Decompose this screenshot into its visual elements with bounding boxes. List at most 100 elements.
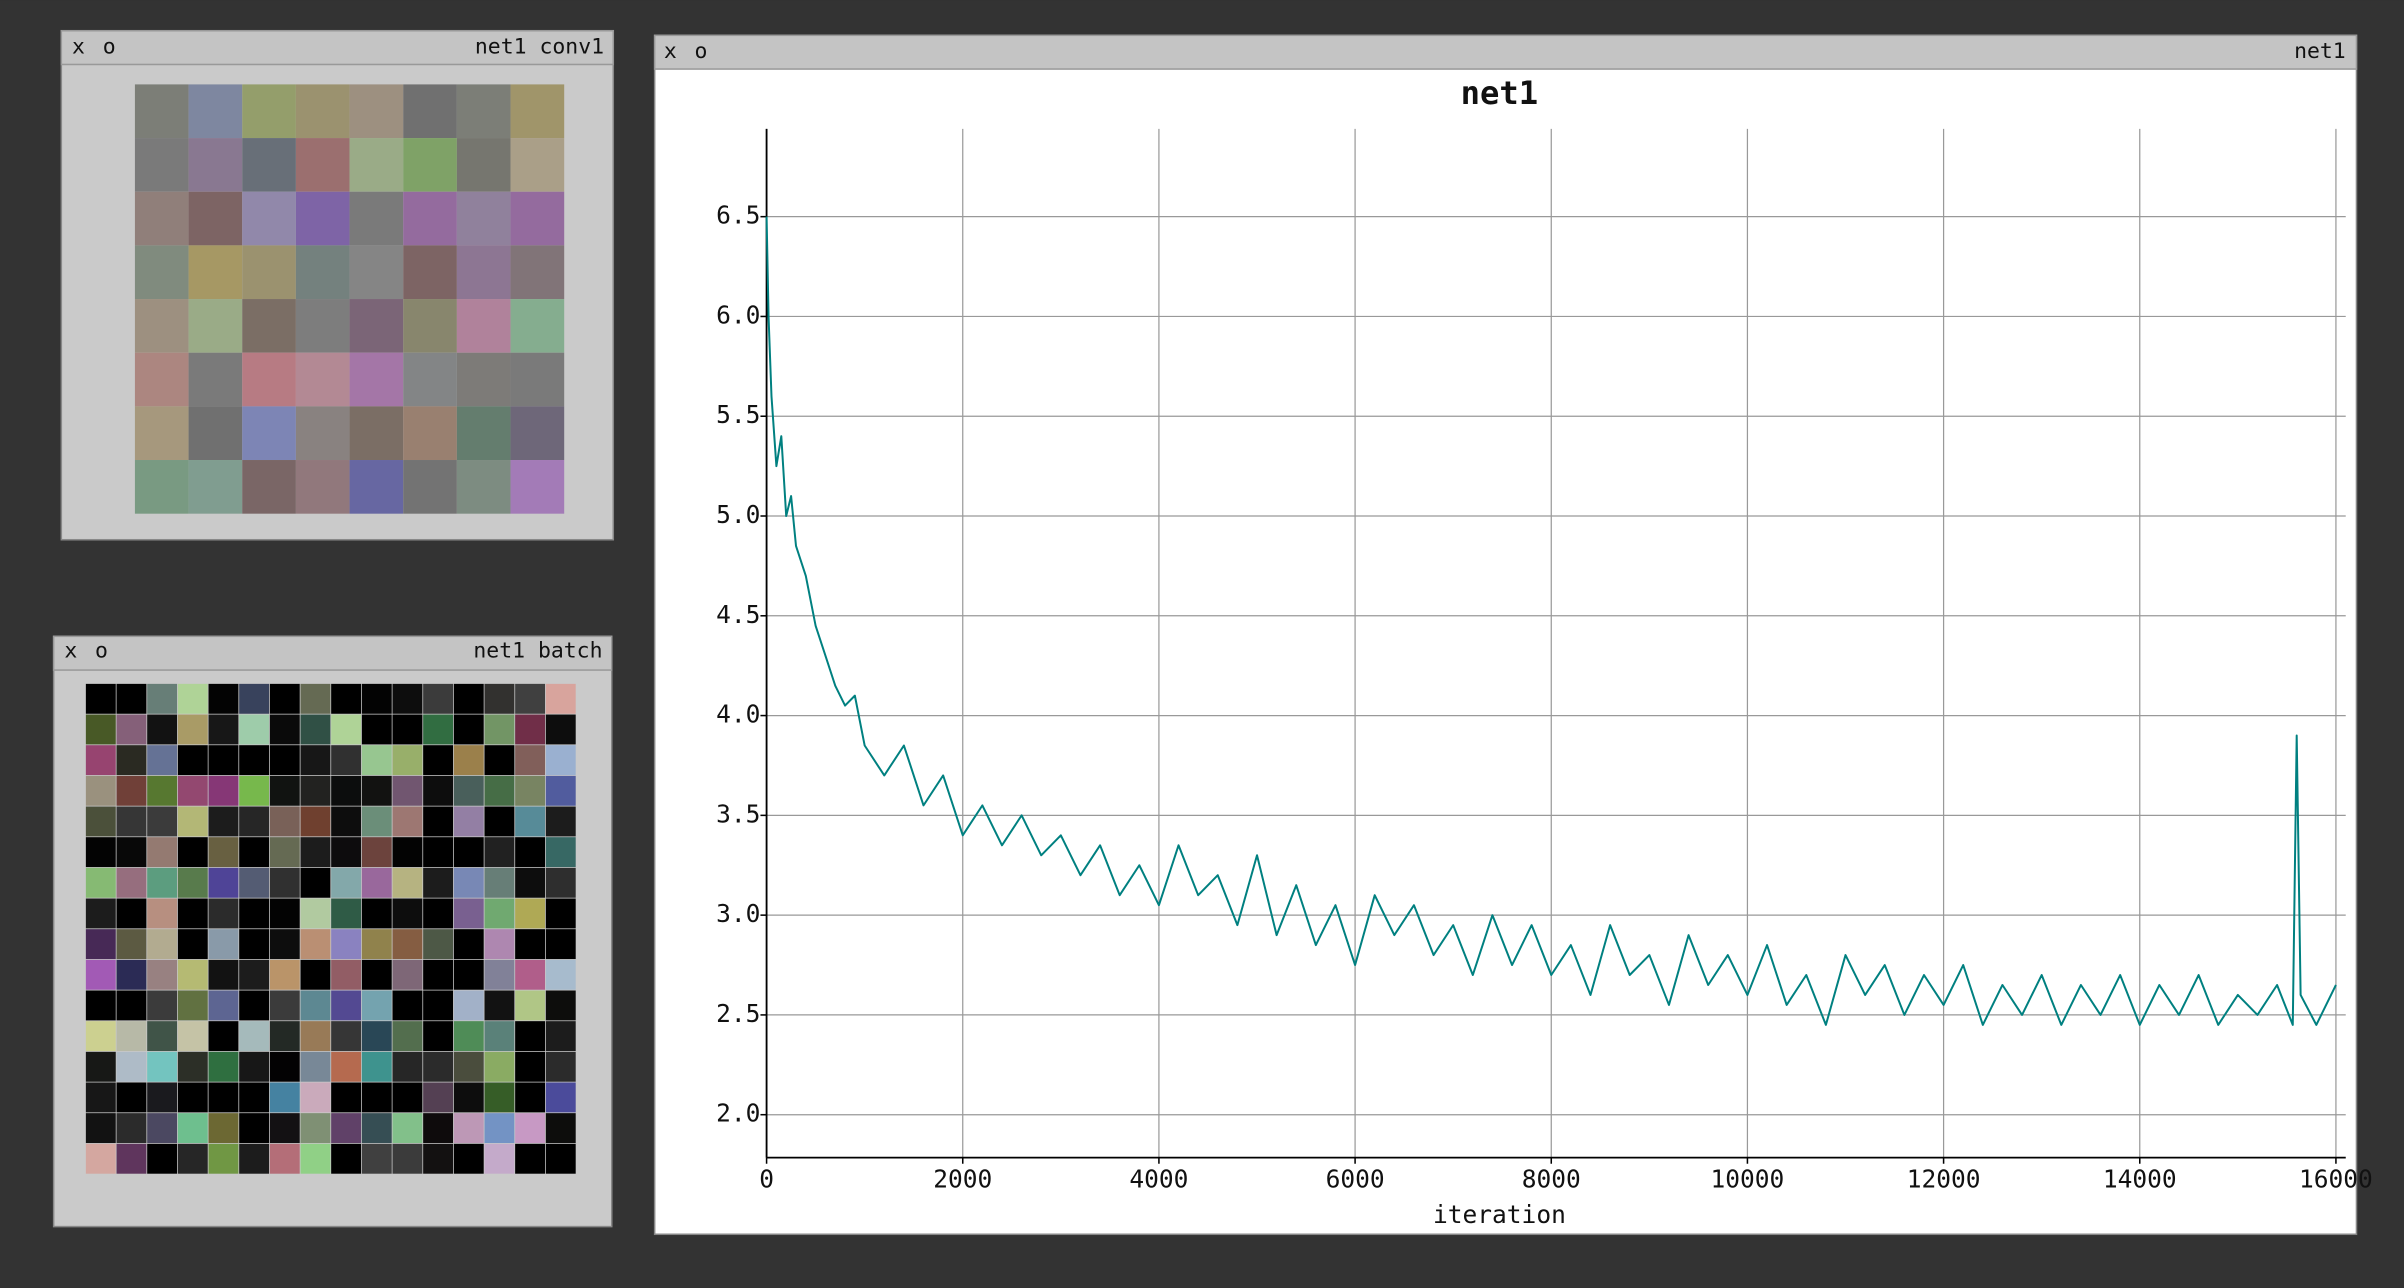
thumbnail: [177, 775, 208, 806]
x-tick-label: 2000: [933, 1165, 992, 1194]
thumbnail: [453, 745, 484, 776]
thumbnail: [85, 714, 116, 745]
x-tick-label: 16000: [2299, 1165, 2373, 1194]
thumbnail: [392, 1021, 423, 1052]
filter-tile: [403, 191, 457, 246]
window-title: net1 batch: [473, 639, 602, 664]
close-button[interactable]: x: [64, 639, 77, 664]
thumbnail: [361, 898, 392, 929]
thumbnail: [331, 1021, 362, 1052]
x-tick-label: 12000: [1907, 1165, 1981, 1194]
thumbnail: [484, 898, 515, 929]
thumbnail: [239, 1143, 270, 1174]
x-tick-label: 0: [759, 1165, 774, 1194]
thumbnail: [423, 929, 454, 960]
thumbnail: [545, 683, 576, 714]
thumbnail: [515, 806, 546, 837]
thumbnail: [545, 959, 576, 990]
filter-tile: [242, 406, 296, 461]
thumbnail: [147, 898, 178, 929]
thumbnail: [361, 1143, 392, 1174]
thumbnail: [116, 959, 147, 990]
thumbnail: [177, 1113, 208, 1144]
thumbnail: [85, 867, 116, 898]
thumbnail: [515, 775, 546, 806]
thumbnail: [453, 1082, 484, 1113]
thumbnail: [392, 1082, 423, 1113]
thumbnail: [85, 929, 116, 960]
filter-tile: [349, 299, 404, 353]
filter-mosaic: [134, 84, 565, 514]
thumbnail: [361, 837, 392, 868]
close-button[interactable]: x: [72, 35, 85, 60]
thumbnail: [208, 1113, 239, 1144]
thumbnail: [239, 1113, 270, 1144]
filter-tile: [349, 138, 404, 192]
thumbnail: [269, 714, 300, 745]
thumbnail: [85, 837, 116, 868]
close-button[interactable]: x: [664, 39, 677, 64]
thumbnail: [300, 775, 331, 806]
thumbnail: [423, 898, 454, 929]
thumbnail: [208, 714, 239, 745]
thumbnail: [515, 1113, 546, 1144]
thumbnail: [147, 959, 178, 990]
thumbnail: [361, 683, 392, 714]
thumbnail: [177, 683, 208, 714]
thumbnail: [361, 959, 392, 990]
toggle-button[interactable]: o: [95, 639, 108, 664]
filter-tile: [456, 191, 511, 246]
thumbnail: [147, 1051, 178, 1082]
window-batch: x o net1 batch: [52, 635, 613, 1228]
thumbnail: [484, 867, 515, 898]
filter-tile: [242, 138, 296, 192]
thumbnail: [85, 1113, 116, 1144]
thumbnail: [545, 714, 576, 745]
filter-tile: [456, 84, 511, 139]
thumbnail: [85, 959, 116, 990]
thumbnail: [208, 1021, 239, 1052]
thumbnail: [484, 837, 515, 868]
filter-tile: [510, 352, 565, 407]
thumbnail: [300, 806, 331, 837]
filter-tile: [403, 460, 457, 514]
filter-tile: [456, 460, 511, 514]
thumbnail: [300, 1021, 331, 1052]
thumbnail: [269, 929, 300, 960]
filter-tile: [295, 299, 350, 353]
filter-tile: [349, 352, 404, 407]
thumbnail: [453, 714, 484, 745]
y-tick-label: 4.0: [716, 700, 760, 729]
thumbnail: [269, 837, 300, 868]
thumbnail: [484, 806, 515, 837]
toggle-button[interactable]: o: [103, 35, 116, 60]
thumbnail: [177, 1143, 208, 1174]
thumbnail: [269, 867, 300, 898]
filter-tile: [188, 406, 243, 461]
thumbnail: [147, 1113, 178, 1144]
thumbnail: [85, 1143, 116, 1174]
thumbnail: [116, 990, 147, 1021]
thumbnail: [300, 867, 331, 898]
filter-tile: [134, 299, 189, 353]
thumbnail: [116, 898, 147, 929]
thumbnail: [116, 1021, 147, 1052]
x-tick-label: 10000: [1711, 1165, 1785, 1194]
thumbnail: [423, 959, 454, 990]
thumbnail: [208, 745, 239, 776]
window-net1: x o net1 net1 iteration 2.0 2.5 3.0 3.5 4.0 4…: [653, 34, 2373, 1236]
thumbnail: [85, 1082, 116, 1113]
filter-tile: [349, 84, 404, 139]
window-title: net1: [2294, 39, 2346, 64]
thumbnail: [361, 1051, 392, 1082]
thumbnail: [85, 1021, 116, 1052]
thumbnail: [300, 745, 331, 776]
thumbnail: [177, 898, 208, 929]
thumbnail: [515, 745, 546, 776]
thumbnail: [177, 1021, 208, 1052]
toggle-button[interactable]: o: [695, 39, 708, 64]
thumbnail: [423, 1113, 454, 1144]
thumbnail: [269, 1051, 300, 1082]
y-tick-label: 6.5: [716, 201, 760, 230]
